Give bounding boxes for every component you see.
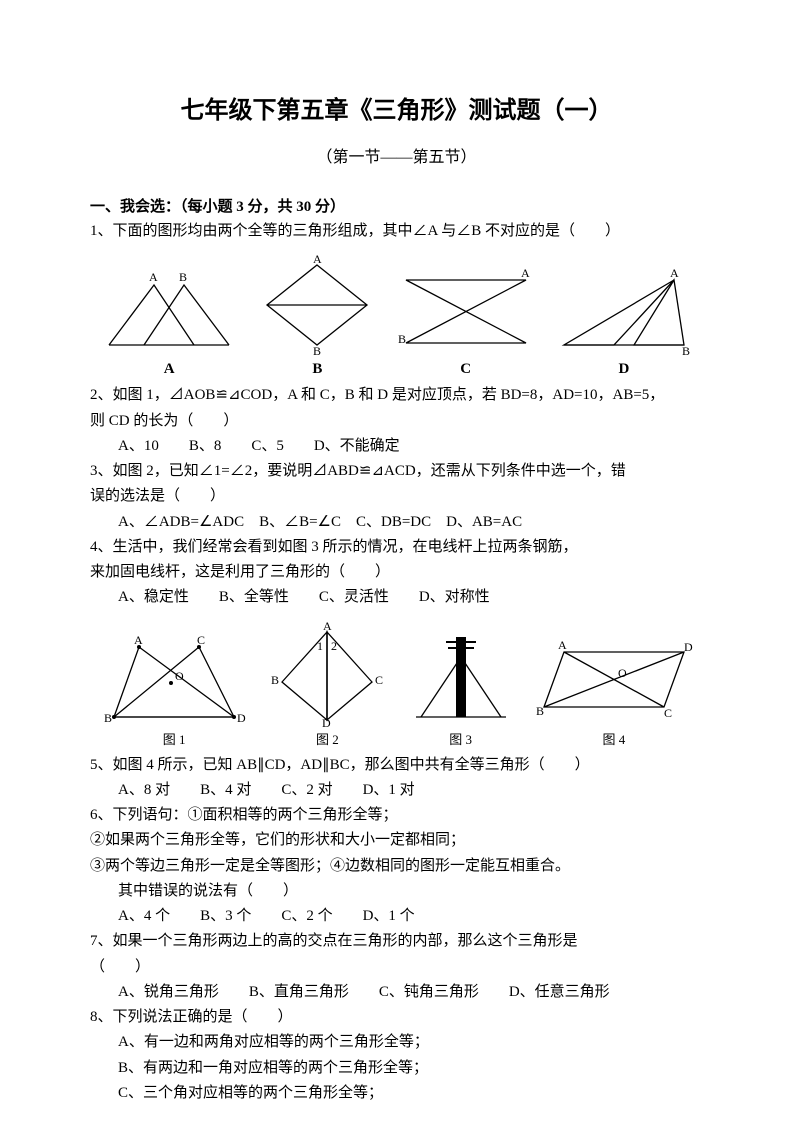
svg-text:2: 2 [331, 639, 337, 653]
svg-text:D: D [322, 716, 331, 727]
q1-label-a: A [164, 361, 175, 378]
q7-l1: 7、如果一个三角形两边上的高的交点在三角形的内部，那么这个三角形是 [90, 930, 703, 953]
q6-l1: 6、下列语句：①面积相等的两个三角形全等； [90, 804, 703, 827]
q1-fig-a: A B A [99, 265, 239, 378]
page: 七年级下第五章《三角形》测试题（一） （第一节——第五节） 一、我会选：（每小题… [0, 0, 793, 1147]
q7-l2: （ ） [90, 956, 703, 979]
page-title: 七年级下第五章《三角形》测试题（一） [90, 90, 703, 125]
q6-l2: ②如果两个三角形全等，它们的形状和大小一定都相同； [90, 829, 703, 852]
svg-text:D: D [684, 640, 693, 654]
q2-l2: 则 CD 的长为（ ） [90, 410, 703, 433]
svg-text:C: C [375, 673, 383, 687]
svg-text:B: B [271, 673, 279, 687]
q1-stem: 1、下面的图形均由两个全等的三角形组成，其中∠A 与∠B 不对应的是（ ） [90, 220, 703, 243]
q1-label-c: C [460, 361, 471, 378]
svg-text:O: O [618, 666, 627, 680]
svg-text:A: A [323, 622, 332, 633]
fig1: A C B D O 图 1 [99, 632, 249, 748]
fig3-caption: 图 3 [449, 729, 472, 748]
q1b-label-a: A [313, 255, 322, 266]
svg-text:O: O [175, 669, 184, 683]
q3-opts: A、∠ADB=∠ADC B、∠B=∠C C、DB=DC D、AB=AC [90, 511, 703, 534]
q8-oa: A、有一边和两角对应相等的两个三角形全等； [90, 1031, 703, 1054]
q3-l2: 误的选法是（ ） [90, 485, 703, 508]
q4-l2: 来加固电线杆，这是利用了三角形的（ ） [90, 561, 703, 584]
q1-fig-c: A B C [396, 265, 536, 378]
svg-text:B: B [104, 711, 112, 725]
q2-l1: 2、如图 1，⊿AOB≌⊿COD，A 和 C，B 和 D 是对应顶点，若 BD=… [90, 384, 703, 407]
svg-text:A: A [558, 638, 567, 652]
q5-l1: 5、如图 4 所示，已知 AB∥CD，AD∥BC，那么图中共有全等三角形（ ） [90, 754, 703, 777]
q8-oc: C、三个角对应相等的两个三角形全等； [90, 1082, 703, 1105]
q1a-label-b: B [179, 270, 187, 284]
fig4-caption: 图 4 [602, 729, 625, 748]
q5-opts: A、8 对 B、4 对 C、2 对 D、1 对 [90, 779, 703, 802]
fig1-caption: 图 1 [163, 729, 186, 748]
q8-l1: 8、下列说法正确的是（ ） [90, 1006, 703, 1029]
svg-text:A: A [134, 633, 143, 647]
q3-l1: 3、如图 2，已知∠1=∠2，要说明⊿ABD≌⊿ACD，还需从下列条件中选一个，… [90, 460, 703, 483]
q2-opts: A、10 B、8 C、5 D、不能确定 [90, 435, 703, 458]
fig2: A B C D 1 2 图 2 [267, 622, 387, 748]
q1c-label-a: A [521, 266, 530, 280]
fig3: 图 3 [406, 632, 516, 748]
fig4: A D B C O 图 4 [534, 637, 694, 748]
section-header: 一、我会选：（每小题 3 分，共 30 分） [90, 195, 703, 216]
mid-figures: A C B D O 图 1 A B C D 1 2 图 2 [90, 622, 703, 748]
svg-text:D: D [237, 711, 246, 725]
q8-ob: B、有两边和一角对应相等的两个三角形全等； [90, 1057, 703, 1080]
q6-l4: 其中错误的说法有（ ） [90, 880, 703, 903]
q1-label-d: D [618, 361, 629, 378]
fig2-caption: 图 2 [316, 729, 339, 748]
svg-text:B: B [536, 704, 544, 718]
q1d-label-a: A [670, 266, 679, 280]
q1-label-b: B [312, 361, 322, 378]
q4-opts: A、稳定性 B、全等性 C、灵活性 D、对称性 [90, 586, 703, 609]
page-subtitle: （第一节——第五节） [90, 143, 703, 167]
q1-fig-b: A B B [257, 255, 377, 378]
q1b-label-b: B [313, 344, 321, 355]
svg-text:1: 1 [317, 639, 323, 653]
q1c-label-b: B [398, 332, 406, 346]
q1-fig-d: A B D [554, 265, 694, 378]
q1d-label-b: B [682, 344, 690, 355]
q1-figures: A B A A B B A B C [90, 255, 703, 378]
q6-opts: A、4 个 B、3 个 C、2 个 D、1 个 [90, 905, 703, 928]
q4-l1: 4、生活中，我们经常会看到如图 3 所示的情况，在电线杆上拉两条钢筋， [90, 536, 703, 559]
q6-l3: ③两个等边三角形一定是全等图形；④边数相同的图形一定能互相重合。 [90, 855, 703, 878]
svg-text:C: C [197, 633, 205, 647]
q7-opts: A、锐角三角形 B、直角三角形 C、钝角三角形 D、任意三角形 [90, 981, 703, 1004]
q1a-label-a: A [149, 270, 158, 284]
svg-text:C: C [664, 706, 672, 720]
